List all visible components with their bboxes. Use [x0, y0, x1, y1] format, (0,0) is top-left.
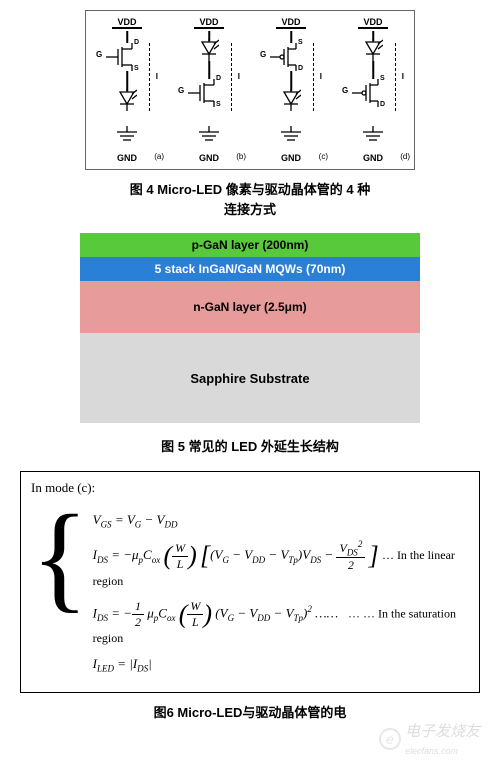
vdd-label: VDD	[338, 17, 408, 27]
vdd-rail	[112, 27, 142, 29]
gnd-icon	[279, 126, 303, 149]
d-label: D	[298, 65, 303, 72]
current-path	[231, 43, 232, 111]
caption-line2: 连接方式	[224, 202, 276, 217]
vdd-label: VDD	[256, 17, 326, 27]
watermark-subtext: elecfans.com	[405, 746, 458, 756]
figure5-layer-diagram: p-GaN layer (200nm)5 stack InGaN/GaN MQW…	[80, 233, 420, 423]
gnd-label: GND	[256, 153, 326, 163]
current-path	[313, 43, 314, 111]
layer-stack: p-GaN layer (200nm)5 stack InGaN/GaN MQW…	[80, 233, 420, 423]
circuit-c: VDD G S D	[256, 17, 326, 163]
sub-c: (c)	[319, 152, 328, 161]
layer: n-GaN layer (2.5μm)	[80, 281, 420, 333]
gnd-label: GND	[92, 153, 162, 163]
figure4-circuit-diagram: VDD G D S	[85, 10, 415, 170]
led-icon	[199, 39, 219, 61]
layer: p-GaN layer (200nm)	[80, 233, 420, 257]
sub-a: (a)	[154, 152, 164, 161]
caption-line1: 图 4 Micro-LED 像素与驱动晶体管的 4 种	[130, 182, 371, 197]
vdd-rail	[276, 27, 306, 29]
gnd-icon	[115, 126, 139, 149]
led-icon	[281, 89, 301, 111]
d-label: D	[216, 75, 221, 82]
i-label: I	[238, 72, 240, 81]
vdd-rail	[358, 27, 388, 29]
d-label: D	[134, 39, 139, 46]
linear-region-label: … In the linear region	[93, 548, 455, 588]
i-label: I	[320, 72, 322, 81]
equation-block: { VGS = VG − VDD IDS = −μpCox (WL) [(VG …	[31, 502, 469, 685]
wire	[290, 71, 292, 91]
s-label: S	[134, 65, 139, 72]
g-label: G	[342, 86, 348, 95]
i-label: I	[402, 72, 404, 81]
i-label: I	[156, 72, 158, 81]
figure4-caption: 图 4 Micro-LED 像素与驱动晶体管的 4 种 连接方式	[0, 180, 500, 219]
figure5-caption: 图 5 常见的 LED 外延生长结构	[0, 437, 500, 457]
g-label: G	[260, 50, 266, 59]
saturation-region-label: … … In the saturation region	[93, 607, 456, 646]
mosfet	[352, 79, 392, 110]
gnd-icon	[197, 126, 221, 149]
mode-label: In mode (c):	[31, 480, 469, 496]
s-label: S	[216, 101, 221, 108]
g-label: G	[178, 86, 184, 95]
eq-iled: ILED = |IDS|	[93, 656, 469, 674]
wire	[208, 61, 210, 79]
d-label: D	[380, 101, 385, 108]
vdd-label: VDD	[92, 17, 162, 27]
s-label: S	[298, 39, 303, 46]
circuit-row: VDD G D S	[92, 17, 408, 163]
eq-ids-saturation: IDS = −12 μpCox (WL) (VG − VDD − VTp)2 ……	[93, 599, 469, 646]
watermark-text: 电子发烧友	[405, 723, 480, 740]
wire	[290, 31, 292, 43]
gnd-icon	[361, 126, 385, 149]
current-path	[149, 43, 150, 111]
equation-list: VGS = VG − VDD IDS = −μpCox (WL) [(VG − …	[93, 502, 469, 685]
wire	[372, 61, 374, 79]
circuit-a: VDD G D S	[92, 17, 162, 163]
figure6-caption: 图6 Micro-LED与驱动晶体管的电	[0, 703, 500, 723]
left-brace-icon: {	[31, 492, 89, 685]
current-path	[395, 43, 396, 111]
layer: Sapphire Substrate	[80, 333, 420, 423]
layer: 5 stack InGaN/GaN MQWs (70nm)	[80, 257, 420, 281]
eq-ids-linear: IDS = −μpCox (WL) [(VG − VDD − VTp)VDS −…	[93, 539, 469, 589]
sub-b: (b)	[236, 152, 246, 161]
circuit-d: VDD	[338, 17, 408, 163]
vdd-label: VDD	[174, 17, 244, 27]
eq-vgs: VGS = VG − VDD	[93, 512, 469, 530]
figure6-equations: In mode (c): { VGS = VG − VDD IDS = −μpC…	[20, 471, 480, 694]
gnd-label: GND	[174, 153, 244, 163]
wire	[126, 31, 128, 43]
mosfet	[106, 43, 146, 74]
watermark: e 电子发烧友 elecfans.com	[379, 720, 480, 758]
watermark-icon: e	[379, 728, 401, 750]
led-icon	[117, 89, 137, 111]
led-icon	[363, 39, 383, 61]
vdd-rail	[194, 27, 224, 29]
sub-d: (d)	[400, 152, 410, 161]
gnd-label: GND	[338, 153, 408, 163]
mosfet	[188, 79, 228, 110]
s-label: S	[380, 75, 385, 82]
circuit-b: VDD	[174, 17, 244, 163]
g-label: G	[96, 50, 102, 59]
mosfet	[270, 43, 310, 74]
wire	[126, 71, 128, 91]
